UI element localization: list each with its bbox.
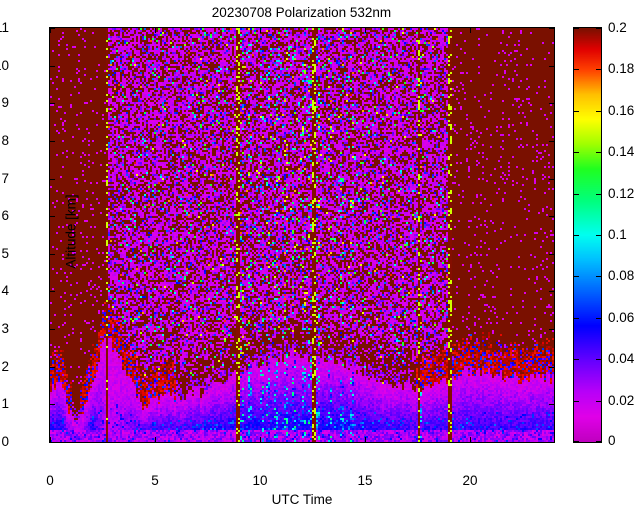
y-tick-mark [50,442,55,443]
y-tick-label: 6 [1,208,9,224]
y-tick-label: 7 [1,170,9,186]
colorbar-tick-right [596,152,601,154]
colorbar-tick-right [596,359,601,361]
x-axis-title: UTC Time [271,492,333,507]
y-tick-mark-right [549,329,554,331]
y-tick-label: 2 [1,358,9,374]
colorbar-tick-label: 0.12 [608,185,635,201]
heatmap-axes: Altitude [km] UTC Time 0 1 2 3 4 5 6 7 8 9 10 11 0 5 1… [0,21,555,507]
colorbar-tick-label: 0.04 [608,351,635,367]
y-tick-mark-right [549,65,554,67]
y-tick-mark-right [549,28,554,29]
y-tick-mark [50,178,55,180]
colorbar-tick-left [574,400,579,402]
y-tick-label: 8 [1,132,9,148]
y-tick-mark-right [549,253,554,255]
colorbar-tick-right [596,317,601,319]
figure-canvas: 20230708 Polarization 532nm Altitude [km… [0,5,634,507]
y-tick-mark-right [549,103,554,105]
x-tick-mark-top [50,28,51,33]
colorbar-tick-label: 0.06 [608,309,635,325]
y-tick-mark-right [549,404,554,406]
colorbar-tick-right [596,28,601,29]
y-tick-mark-right [549,291,554,293]
x-tick-mark [50,437,51,442]
y-tick-mark [50,404,55,406]
colorbar-tick-right [596,400,601,402]
colorbar-tick-left [574,193,579,195]
colorbar-tick-left [574,110,579,112]
y-tick-label: 11 [0,20,9,35]
colorbar-tick-left [574,441,579,442]
x-tick-mark [365,437,366,442]
colorbar: 0 0.02 0.04 0.06 0.08 0.1 0.12 0.14 0.16 0.18 0.2 [573,21,634,447]
x-tick-label: 0 [46,473,54,488]
y-tick-mark-right [549,366,554,368]
y-tick-label: 0 [1,434,9,449]
y-tick-label: 1 [1,396,9,412]
y-tick-label: 5 [1,245,9,261]
y-tick-mark [50,65,55,67]
colorbar-tick-right [596,235,601,236]
x-tick-mark-top [365,28,366,33]
y-tick-label: 9 [1,95,9,111]
x-tick-mark [260,437,261,442]
y-tick-label: 3 [1,321,9,337]
y-tick-mark-right [549,216,554,218]
colorbar-tick-label: 0.02 [608,392,635,408]
colorbar-tick-left [574,69,579,71]
colorbar-tick-left [574,359,579,361]
y-axis-title: Altitude [km] [63,194,79,269]
colorbar-tick-right [596,110,601,112]
y-tick-mark-right [549,140,554,142]
colorbar-tick-label: 0 [608,433,616,448]
colorbar-tick-label: 0.2 [608,20,627,35]
x-tick-mark [155,437,156,442]
colorbar-tick-right [596,441,601,442]
colorbar-tick-label: 0.16 [608,102,635,118]
y-tick-mark [50,216,55,218]
colorbar-tick-label: 0.08 [608,268,635,284]
colorbar-tick-label: 0.14 [608,144,635,160]
y-tick-label: 10 [0,57,9,73]
colorbar-tick-left [574,235,579,236]
colorbar-tick-left [574,152,579,154]
y-tick-mark [50,28,55,29]
colorbar-tick-label: 0.18 [608,61,635,77]
x-tick-label: 10 [252,473,268,488]
y-tick-mark [50,103,55,105]
y-tick-mark-right [549,178,554,180]
colorbar-tick-left [574,28,579,29]
page-title: 20230708 Polarization 532nm [211,5,392,20]
x-tick-label: 5 [151,473,159,488]
colorbar-tick-left [574,317,579,319]
y-tick-mark [50,366,55,368]
colorbar-tick-label: 0.1 [608,227,627,242]
colorbar-tick-right [596,69,601,71]
y-tick-label: 4 [1,283,9,299]
x-tick-mark [470,437,471,442]
y-tick-mark-right [549,442,554,443]
colorbar-tick-right [596,193,601,195]
y-tick-mark [50,253,55,255]
x-tick-mark-top [260,28,261,33]
heatmap-image [50,28,554,442]
colorbar-tick-left [574,276,579,278]
x-tick-mark-top [470,28,471,33]
x-tick-label: 20 [462,473,478,488]
colorbar-tick-right [596,276,601,278]
y-tick-mark [50,140,55,142]
y-tick-mark [50,291,55,293]
x-tick-label: 15 [357,473,373,488]
x-tick-mark-top [155,28,156,33]
y-tick-mark [50,329,55,331]
